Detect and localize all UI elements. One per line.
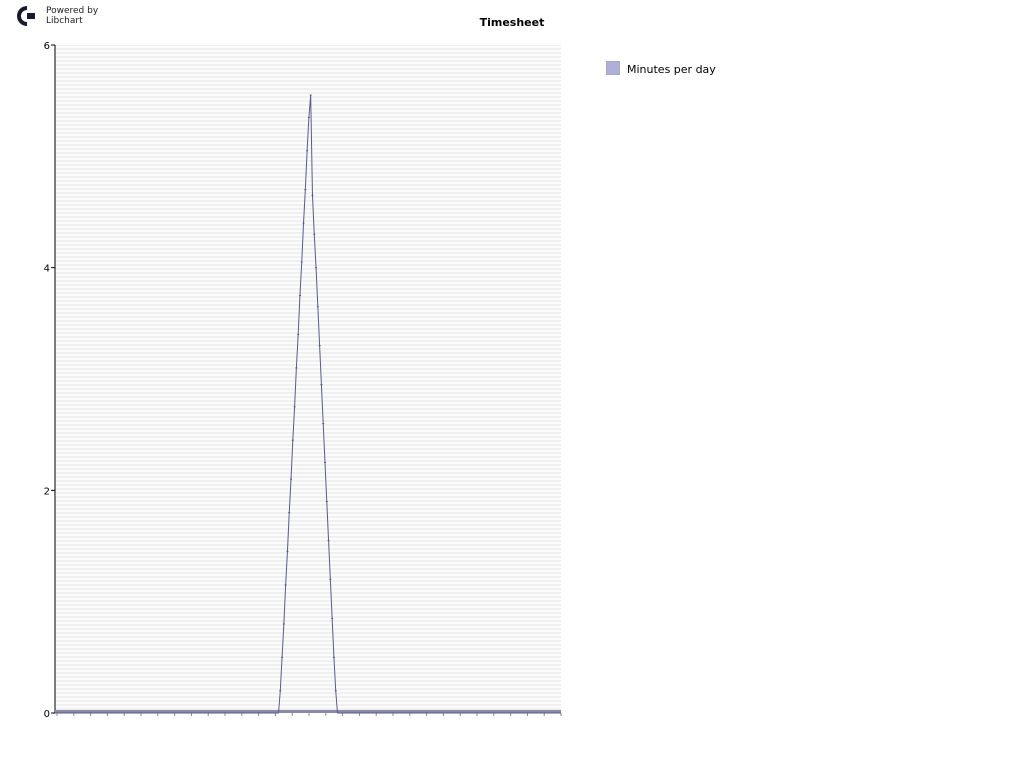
- libchart-line: Libchart: [46, 16, 83, 26]
- y-axis: 0 2 4 6: [44, 41, 56, 720]
- series-line: [55, 95, 561, 714]
- series-group: [55, 94, 561, 714]
- powered-by-text: Powered by Libchart: [46, 6, 98, 26]
- y-tick-label: 4: [44, 264, 50, 275]
- y-tick-label: 6: [44, 41, 50, 52]
- libchart-logo-icon: [17, 6, 35, 26]
- gridlines: [55, 46, 561, 712]
- y-tick-label: 0: [44, 709, 50, 720]
- legend-label: Minutes per day: [627, 63, 716, 76]
- y-tick-label: 2: [44, 486, 50, 497]
- chart-title: Timesheet: [479, 16, 545, 29]
- powered-by-line: Powered by: [46, 6, 99, 16]
- libchart-logo: [16, 4, 38, 32]
- legend-swatch: [606, 61, 620, 75]
